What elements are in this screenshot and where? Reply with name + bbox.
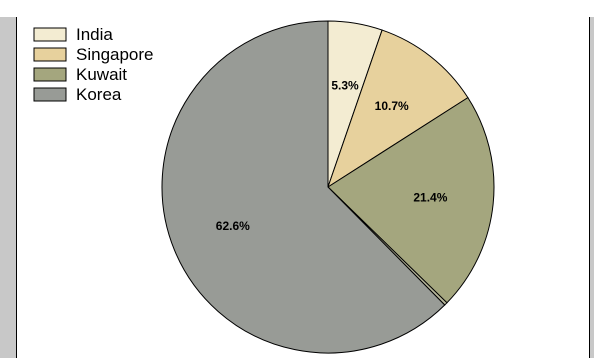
pie-slice-singapore — [327, 29, 469, 189]
slice-label-india: 5.3% — [331, 79, 359, 93]
legend-swatch-korea — [33, 87, 67, 102]
legend-label-india: India — [76, 25, 113, 44]
slice-label-korea: 62.6% — [216, 219, 250, 233]
pie-slices — [161, 20, 495, 354]
legend-swatch-india — [33, 27, 67, 42]
pie-slice-korea — [161, 20, 446, 354]
slice-label-singapore: 10.7% — [375, 99, 409, 113]
legend-label-korea: Korea — [76, 85, 122, 104]
pie-slice-labels: 5.3% 10.7% 21.4% 62.6% — [216, 79, 448, 234]
legend-swatch-singapore — [33, 47, 67, 62]
legend-swatch-kuwait — [33, 67, 67, 82]
pie-slice-kuwait — [327, 96, 495, 304]
slice-label-kuwait: 21.4% — [413, 191, 447, 205]
top-strip — [0, 0, 594, 17]
legend-label-singapore: Singapore — [76, 45, 154, 64]
legend-label-kuwait: Kuwait — [76, 65, 127, 84]
